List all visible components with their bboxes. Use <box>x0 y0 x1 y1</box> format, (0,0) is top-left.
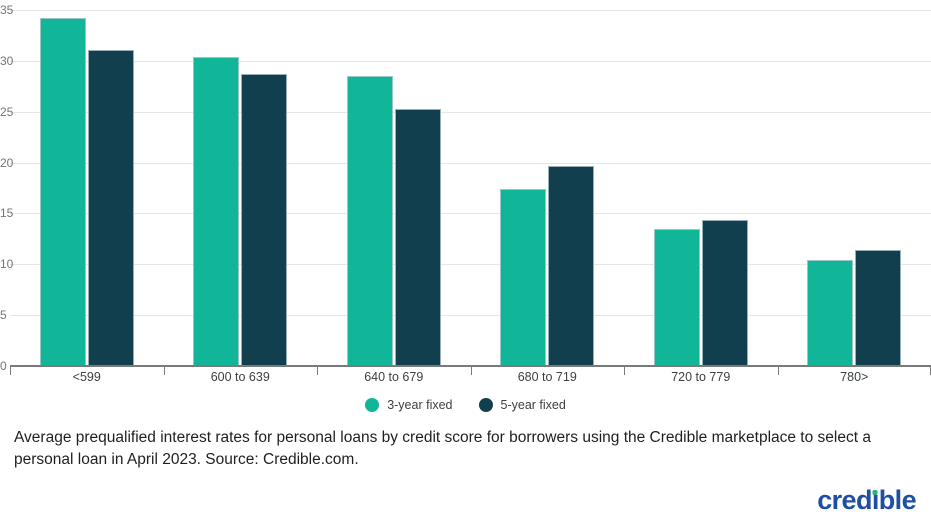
y-tick-label: 30 <box>0 53 14 68</box>
y-tick-label: 35 <box>0 3 14 17</box>
logo-text-part: ble <box>878 485 917 515</box>
bar-group-4 <box>471 10 625 366</box>
logo-green-dot-icon <box>872 490 878 495</box>
bar-5-year-fixed-600 to 639 <box>241 74 288 366</box>
bar-5-year-fixed-720 to 779 <box>701 219 748 366</box>
chart-legend: 3-year fixed 5-year fixed <box>0 398 931 412</box>
bar-5-year-fixed-780> <box>855 250 902 366</box>
y-tick-label: 25 <box>0 104 14 119</box>
chart-caption: Average prequalified interest rates for … <box>14 429 871 469</box>
x-axis-tick <box>163 365 165 375</box>
x-axis-tick <box>317 365 318 375</box>
x-axis-tick <box>10 365 11 375</box>
legend-item-5-year-fixed: 5-year fixed <box>478 398 566 412</box>
logo-text-part: cred <box>817 485 872 515</box>
legend-item-3-year-fixed: 3-year fixed <box>365 398 453 412</box>
bar-group-6 <box>778 10 931 366</box>
gridline-5 <box>10 315 931 317</box>
x-axis-label: 640 to 679 <box>364 370 424 384</box>
bar-group-5 <box>624 10 778 366</box>
legend-item-label: 3-year fixed <box>387 398 453 412</box>
bar-3-year-fixed-720 to 779 <box>653 228 700 366</box>
bar-group-3 <box>317 10 471 366</box>
gridline-25 <box>10 111 931 113</box>
gridline-10 <box>10 264 931 266</box>
logo-letter-i: ı <box>871 485 879 515</box>
y-tick-label: 10 <box>0 257 14 272</box>
legend-swatch-icon <box>365 398 380 412</box>
bar-5-year-fixed-680 to 719 <box>548 165 595 366</box>
plot-area <box>10 10 931 366</box>
x-axis-label: 600 to 639 <box>210 370 270 384</box>
y-tick-label: 15 <box>0 206 14 221</box>
x-axis-label: <599 <box>72 370 101 384</box>
legend-swatch-icon <box>478 398 493 412</box>
x-axis-tick <box>777 365 779 375</box>
credible-logo: cred ı ble <box>817 487 916 514</box>
bar-3-year-fixed-600 to 639 <box>193 56 240 366</box>
x-axis-label: 720 to 779 <box>671 370 731 384</box>
x-axis-labels: <599 600 to 639 640 to 679 680 to 719 720 to… <box>10 370 931 385</box>
bar-3-year-fixed-<599 <box>39 18 86 366</box>
y-tick-label: 5 <box>0 308 7 323</box>
bar-3-year-fixed-780> <box>807 260 854 366</box>
x-axis-label: 780> <box>840 370 869 384</box>
gridline-15 <box>10 213 931 215</box>
y-tick-label: 0 <box>0 359 7 373</box>
bar-5-year-fixed-<599 <box>87 49 134 366</box>
legend-item-label: 5-year fixed <box>500 398 566 412</box>
bar-3-year-fixed-680 to 719 <box>500 189 547 366</box>
x-axis-tick <box>470 365 472 375</box>
bar-group-1 <box>10 10 164 366</box>
bar-5-year-fixed-640 to 679 <box>394 108 441 366</box>
gridline-35 <box>10 10 931 11</box>
gridline-30 <box>10 60 931 62</box>
x-axis-label: 680 to 719 <box>517 370 577 384</box>
bar-group-2 <box>164 10 318 366</box>
y-tick-label: 20 <box>0 155 14 170</box>
bar-3-year-fixed-640 to 679 <box>346 76 393 366</box>
gridline-20 <box>10 162 931 164</box>
x-axis-tick <box>624 365 625 375</box>
